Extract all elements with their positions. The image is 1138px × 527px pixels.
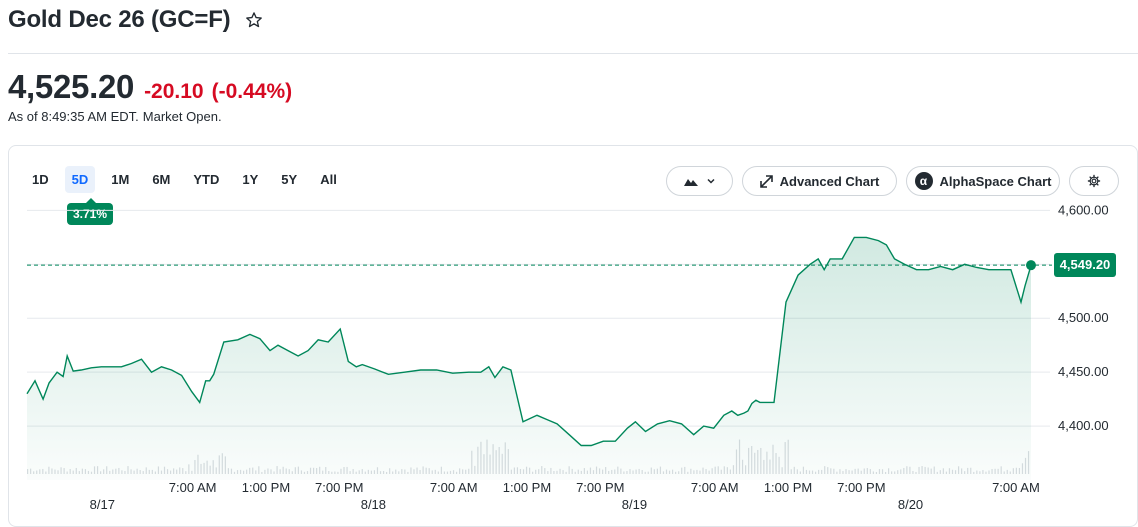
price-row: 4,525.20 -20.10 (-0.44%) (8, 68, 292, 106)
star-icon[interactable] (244, 10, 264, 30)
chevron-down-icon (706, 178, 715, 184)
chart-settings-button[interactable] (1069, 166, 1119, 196)
range-all[interactable]: All (320, 172, 337, 187)
alphaspace-icon: α (914, 172, 933, 190)
x-time-label: 7:00 PM (315, 480, 363, 495)
x-day-label: 8/17 (90, 497, 115, 512)
alphaspace-chart-button[interactable]: α AlphaSpace Chart (906, 166, 1060, 196)
y-tick-label: 4,400.00 (1058, 418, 1109, 433)
range-6m[interactable]: 6M (152, 172, 171, 187)
y-tick-label: 4,500.00 (1058, 310, 1109, 325)
x-time-label: 1:00 PM (503, 480, 551, 495)
x-time-label: 7:00 AM (169, 480, 217, 495)
x-time-label: 7:00 PM (837, 480, 885, 495)
as-of-timestamp: As of 8:49:35 AM EDT. Market Open. (8, 109, 222, 124)
x-time-label: 7:00 AM (691, 480, 739, 495)
y-tick-label: 4,450.00 (1058, 364, 1109, 379)
expand-icon (759, 174, 773, 188)
alphaspace-chart-label: AlphaSpace Chart (939, 173, 1052, 189)
advanced-chart-label: Advanced Chart (779, 173, 880, 189)
x-time-label: 1:00 PM (764, 480, 812, 495)
range-1m[interactable]: 1M (111, 172, 130, 187)
x-time-label: 7:00 PM (576, 480, 624, 495)
range-1d[interactable]: 1D (32, 172, 49, 187)
advanced-chart-button[interactable]: Advanced Chart (742, 166, 897, 196)
price-line (26, 236, 1032, 447)
x-time-label: 1:00 PM (242, 480, 290, 495)
price-area (27, 237, 1031, 480)
price-change-percent: (-0.44%) (211, 80, 293, 103)
last-price-tag: 4,549.20 (1054, 253, 1116, 278)
header-divider (8, 53, 1138, 54)
range-selector: 1D 5D 1M 6M YTD 1Y 5Y All (25, 166, 353, 193)
as-of-time: As of 8:49:35 AM EDT. (8, 109, 139, 124)
x-day-label: 8/20 (898, 497, 923, 512)
chart-type-button[interactable] (666, 166, 733, 196)
y-tick-label: 4,600.00 (1058, 202, 1109, 217)
x-day-label: 8/18 (361, 497, 386, 512)
range-5d[interactable]: 5D (64, 166, 96, 193)
range-5y[interactable]: 5Y (281, 172, 298, 187)
page-title: Gold Dec 26 (GC=F) (8, 6, 231, 33)
x-day-label: 8/19 (622, 497, 647, 512)
range-ytd[interactable]: YTD (193, 172, 220, 187)
range-1y[interactable]: 1Y (242, 172, 259, 187)
market-status: Market Open. (142, 109, 222, 124)
title-row: Gold Dec 26 (GC=F) (8, 6, 264, 34)
x-time-label: 7:00 AM (992, 480, 1040, 495)
mountain-icon (683, 179, 698, 186)
gear-icon (1087, 174, 1101, 188)
last-price-dot (1026, 260, 1036, 271)
price-change: -20.10 (144, 80, 204, 103)
x-time-label: 7:00 AM (430, 480, 478, 495)
price-chart[interactable]: 4,600.004,550.004,500.004,450.004,400.00… (0, 0, 1138, 516)
current-price: 4,525.20 (8, 68, 135, 105)
